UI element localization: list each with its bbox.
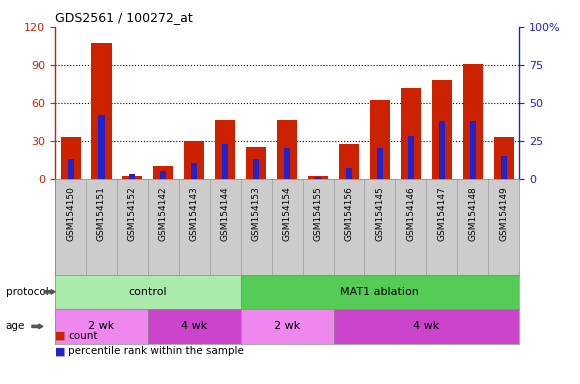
Text: GSM154145: GSM154145 <box>375 186 385 241</box>
Text: percentile rank within the sample: percentile rank within the sample <box>68 346 244 356</box>
Bar <box>67 159 74 179</box>
Text: GSM154148: GSM154148 <box>468 186 477 241</box>
Text: 4 wk: 4 wk <box>181 321 208 331</box>
Bar <box>160 171 166 179</box>
Text: GSM154147: GSM154147 <box>437 186 446 241</box>
Text: GSM154146: GSM154146 <box>407 186 415 241</box>
Text: 2 wk: 2 wk <box>274 321 300 331</box>
Bar <box>494 137 514 179</box>
Text: GSM154149: GSM154149 <box>499 186 508 241</box>
Bar <box>246 147 266 179</box>
Bar <box>253 159 259 179</box>
Bar <box>308 176 328 179</box>
Bar <box>408 136 414 179</box>
Bar <box>401 88 421 179</box>
Text: GDS2561 / 100272_at: GDS2561 / 100272_at <box>55 11 193 24</box>
Text: control: control <box>129 287 167 297</box>
Text: GSM154155: GSM154155 <box>314 186 322 241</box>
Text: GSM154144: GSM154144 <box>221 186 230 241</box>
Bar <box>438 121 445 179</box>
Text: GSM154152: GSM154152 <box>128 186 137 241</box>
Bar <box>92 43 111 179</box>
Bar <box>315 177 321 179</box>
Bar <box>184 141 204 179</box>
Text: age: age <box>6 321 25 331</box>
Text: GSM154142: GSM154142 <box>159 186 168 241</box>
Text: ■: ■ <box>55 331 66 341</box>
Text: GSM154150: GSM154150 <box>66 186 75 241</box>
Text: 2 wk: 2 wk <box>88 321 115 331</box>
Bar <box>99 115 104 179</box>
Text: MAT1 ablation: MAT1 ablation <box>340 287 419 297</box>
Bar <box>370 100 390 179</box>
Bar <box>463 63 483 179</box>
Bar <box>377 148 383 179</box>
Text: GSM154156: GSM154156 <box>345 186 353 241</box>
Bar <box>60 137 81 179</box>
Bar <box>129 174 136 179</box>
Text: 4 wk: 4 wk <box>413 321 440 331</box>
Bar <box>277 121 297 179</box>
Text: GSM154153: GSM154153 <box>252 186 260 241</box>
Bar <box>191 164 197 179</box>
Bar <box>122 176 143 179</box>
Text: ■: ■ <box>55 346 66 356</box>
Text: GSM154154: GSM154154 <box>282 186 292 241</box>
Bar <box>346 168 352 179</box>
Text: protocol: protocol <box>6 287 49 297</box>
Bar <box>153 166 173 179</box>
Bar <box>501 156 507 179</box>
Text: count: count <box>68 331 98 341</box>
Bar <box>339 144 359 179</box>
Bar <box>284 148 290 179</box>
Bar <box>432 80 452 179</box>
Bar <box>215 121 235 179</box>
Text: GSM154151: GSM154151 <box>97 186 106 241</box>
Text: GSM154143: GSM154143 <box>190 186 199 241</box>
Bar <box>470 121 476 179</box>
Bar <box>222 144 229 179</box>
